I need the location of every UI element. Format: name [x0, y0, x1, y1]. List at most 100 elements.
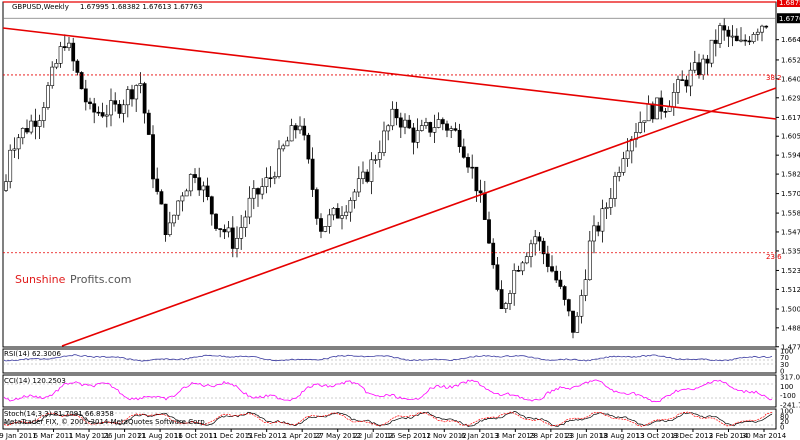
candle: [319, 213, 323, 239]
date-tick-label: 27 May 2012: [315, 432, 361, 440]
cci-axis-label: -100: [780, 392, 796, 400]
candle: [663, 108, 668, 118]
candle: [398, 112, 403, 138]
resistance-trendline: [2, 27, 777, 120]
candle: [608, 188, 613, 215]
candle: [16, 134, 21, 160]
support-trendline: [61, 87, 777, 347]
candle: [424, 117, 428, 129]
candle: [499, 280, 504, 309]
price-tick-label: 1.58250: [781, 171, 800, 179]
price-tick-label: 1.66450: [781, 36, 800, 44]
date-tick-label: 30 Mar 2014: [742, 432, 787, 440]
candle: [293, 123, 298, 139]
candle: [8, 144, 13, 189]
candle: [41, 102, 46, 128]
candle: [520, 260, 525, 276]
candle: [188, 173, 193, 197]
candle: [722, 18, 727, 41]
candle: [529, 239, 533, 268]
candle: [268, 166, 273, 188]
candle: [281, 143, 286, 152]
candle: [642, 120, 647, 133]
candle: [634, 123, 638, 148]
candle: [411, 122, 416, 155]
candle: [478, 179, 483, 203]
stoch-axis-label: 20: [780, 418, 789, 426]
candle: [96, 106, 101, 116]
candle: [613, 171, 617, 207]
candle: [71, 37, 76, 71]
candle: [390, 101, 395, 131]
candle: [596, 221, 601, 237]
candle: [713, 29, 718, 57]
candle: [730, 25, 735, 47]
candle: [394, 101, 399, 126]
candle: [29, 114, 34, 135]
candle: [516, 265, 521, 272]
candle: [159, 189, 164, 205]
candle: [491, 238, 496, 269]
candle: [205, 177, 210, 201]
price-tick-label: 1.52370: [781, 267, 800, 275]
candle: [247, 186, 252, 225]
candle: [470, 154, 475, 179]
date-tick-label: 3 Mar 2013: [495, 432, 535, 440]
svg-text:1.67763: 1.67763: [779, 15, 800, 23]
candle: [256, 187, 260, 207]
candle: [352, 188, 357, 209]
candle: [524, 252, 529, 265]
candle: [272, 171, 277, 185]
main-panel: [2, 1, 777, 348]
candle: [558, 270, 563, 290]
current-price-badge: 1.67763: [777, 13, 800, 24]
candle: [323, 226, 328, 233]
stoch-axis-label: 80: [780, 413, 789, 421]
candle: [579, 289, 584, 324]
candle: [365, 169, 370, 184]
candle: [37, 114, 42, 140]
candle: [92, 97, 97, 124]
candle: [760, 24, 764, 42]
candle: [201, 181, 206, 203]
candle: [310, 147, 315, 198]
candle: [432, 114, 437, 143]
candle: [193, 168, 197, 184]
candle: [109, 88, 113, 127]
candle: [327, 208, 332, 234]
candle: [285, 136, 290, 147]
candle: [466, 153, 470, 173]
price-tick-label: 1.65215: [781, 56, 800, 64]
date-tick-label: 11 Dec 2011: [209, 432, 254, 440]
candle: [550, 255, 554, 273]
candle: [369, 152, 374, 195]
rsi-panel: [2, 348, 777, 374]
date-tick-label: 16 Sep 2012: [387, 432, 431, 440]
candle: [79, 71, 84, 90]
candle: [314, 187, 319, 225]
cci-axis-label: 317.042: [780, 374, 800, 382]
stoch-axis-label: 100: [780, 408, 793, 416]
candle: [646, 95, 651, 122]
candle: [428, 121, 433, 137]
candle: [146, 109, 151, 135]
candle: [764, 25, 769, 29]
candle: [264, 167, 269, 194]
candle: [125, 86, 130, 118]
price-tick-label: 1.59405: [781, 152, 800, 160]
candle: [361, 161, 365, 185]
candle: [701, 54, 706, 80]
candle: [617, 166, 622, 182]
candle: [571, 310, 575, 339]
candle: [461, 138, 466, 159]
candle: [130, 84, 134, 107]
candle: [440, 117, 445, 131]
candle: [545, 245, 550, 273]
date-tick-label: 6 Jan 2013: [461, 432, 499, 440]
price-tick-label: 1.53560: [781, 247, 800, 255]
candle: [62, 34, 67, 51]
candle: [235, 226, 239, 258]
candle: [734, 28, 739, 42]
price-tick-label: 1.62905: [781, 94, 800, 102]
